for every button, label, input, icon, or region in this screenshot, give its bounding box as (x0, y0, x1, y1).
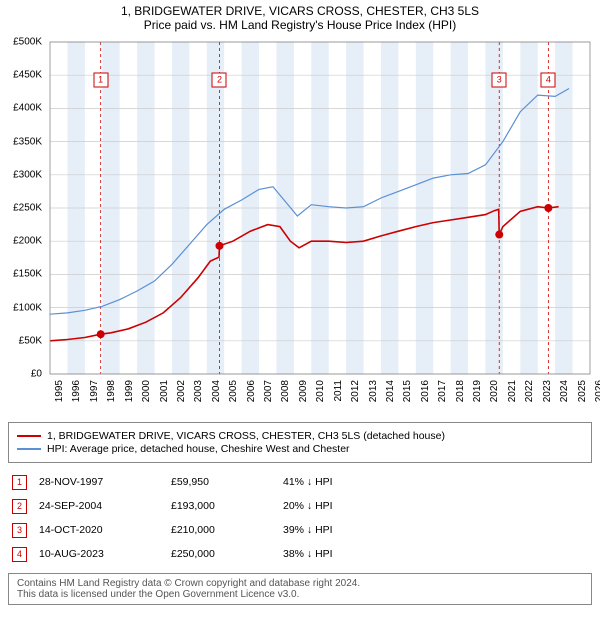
x-tick-label: 2018 (455, 380, 466, 402)
sale-number-box: 2 (12, 499, 27, 514)
x-tick-label: 2022 (524, 380, 535, 402)
sale-delta: 39% ↓ HPI (283, 519, 343, 541)
x-tick-label: 2021 (507, 380, 518, 402)
legend-label: HPI: Average price, detached house, Ches… (47, 443, 350, 455)
x-tick-label: 2013 (368, 380, 379, 402)
sale-marker-box: 1 (93, 73, 108, 88)
x-tick-label: 2025 (577, 380, 588, 402)
sale-price: £193,000 (171, 495, 281, 517)
plot-area: 1 2 3 4 (50, 42, 590, 374)
legend-swatch (17, 435, 41, 437)
chart-area: £0 £50K £100K £150K £200K £250K £300K £350K £400… (2, 36, 596, 416)
title-block: 1, BRIDGEWATER DRIVE, VICARS CROSS, CHES… (2, 4, 598, 32)
x-tick-label: 2005 (228, 380, 239, 402)
legend-row: HPI: Average price, detached house, Ches… (17, 443, 583, 455)
x-tick-label: 2020 (489, 380, 500, 402)
x-tick-label: 2019 (472, 380, 483, 402)
sale-date: 10-AUG-2023 (39, 543, 169, 565)
x-axis-labels: 1995 1996 1997 1998 1999 2000 2001 2002 2003 2004… (50, 378, 590, 414)
sale-delta: 38% ↓ HPI (283, 543, 343, 565)
sale-number-box: 4 (12, 547, 27, 562)
y-tick-label: £50K (19, 335, 42, 346)
x-tick-label: 2007 (263, 380, 274, 402)
x-tick-label: 2015 (402, 380, 413, 402)
x-tick-label: 2000 (141, 380, 152, 402)
sales-table: 1 28-NOV-1997£59,95041% ↓ HPI 2 24-SEP-2004… (10, 469, 345, 567)
y-tick-label: £150K (13, 269, 42, 280)
sales-table-body: 1 28-NOV-1997£59,95041% ↓ HPI 2 24-SEP-2004… (12, 471, 343, 565)
sale-marker-box: 2 (212, 73, 227, 88)
sale-marker-box: 4 (541, 73, 556, 88)
attribution-line: This data is licensed under the Open Gov… (17, 589, 583, 600)
table-row: 3 14-OCT-2020£210,00039% ↓ HPI (12, 519, 343, 541)
legend: 1, BRIDGEWATER DRIVE, VICARS CROSS, CHES… (8, 422, 592, 463)
x-tick-label: 1999 (124, 380, 135, 402)
x-tick-label: 2012 (350, 380, 361, 402)
y-tick-label: £450K (13, 70, 42, 81)
y-tick-label: £400K (13, 103, 42, 114)
y-axis-labels: £0£50K£100K£150K£200K£250K£300K£350K£400… (2, 42, 46, 374)
sale-number-box: 1 (12, 475, 27, 490)
sale-price: £59,950 (171, 471, 281, 493)
y-tick-label: £500K (13, 37, 42, 48)
x-tick-label: 2004 (211, 380, 222, 402)
chart-container: 1, BRIDGEWATER DRIVE, VICARS CROSS, CHES… (0, 0, 600, 611)
attribution-line: Contains HM Land Registry data © Crown c… (17, 578, 583, 589)
x-tick-label: 2010 (315, 380, 326, 402)
x-tick-label: 2001 (159, 380, 170, 402)
table-row: 2 24-SEP-2004£193,00020% ↓ HPI (12, 495, 343, 517)
x-tick-label: 2014 (385, 380, 396, 402)
x-tick-label: 1995 (54, 380, 65, 402)
y-tick-label: £250K (13, 203, 42, 214)
sale-date: 14-OCT-2020 (39, 519, 169, 541)
chart-subtitle: Price paid vs. HM Land Registry's House … (2, 18, 598, 32)
x-tick-label: 2006 (246, 380, 257, 402)
x-tick-label: 2009 (298, 380, 309, 402)
legend-swatch (17, 448, 41, 450)
sale-marker-box: 3 (492, 73, 507, 88)
table-row: 4 10-AUG-2023£250,00038% ↓ HPI (12, 543, 343, 565)
attribution-box: Contains HM Land Registry data © Crown c… (8, 573, 592, 605)
y-tick-label: £0 (31, 369, 42, 380)
x-tick-label: 1996 (71, 380, 82, 402)
x-tick-label: 2002 (176, 380, 187, 402)
plot-svg (50, 42, 590, 374)
x-tick-label: 2024 (559, 380, 570, 402)
legend-label: 1, BRIDGEWATER DRIVE, VICARS CROSS, CHES… (47, 430, 445, 442)
x-tick-label: 1998 (106, 380, 117, 402)
sale-number-box: 3 (12, 523, 27, 538)
sale-delta: 41% ↓ HPI (283, 471, 343, 493)
table-row: 1 28-NOV-1997£59,95041% ↓ HPI (12, 471, 343, 493)
sale-price: £250,000 (171, 543, 281, 565)
x-tick-label: 2011 (333, 380, 344, 402)
x-tick-label: 2008 (280, 380, 291, 402)
x-tick-label: 2023 (542, 380, 553, 402)
x-tick-label: 2017 (437, 380, 448, 402)
sale-date: 24-SEP-2004 (39, 495, 169, 517)
y-tick-label: £350K (13, 136, 42, 147)
x-tick-label: 2003 (193, 380, 204, 402)
x-tick-label: 2026 (594, 380, 600, 402)
legend-row: 1, BRIDGEWATER DRIVE, VICARS CROSS, CHES… (17, 430, 583, 442)
y-tick-label: £300K (13, 169, 42, 180)
x-tick-label: 1997 (89, 380, 100, 402)
y-tick-label: £100K (13, 302, 42, 313)
sale-delta: 20% ↓ HPI (283, 495, 343, 517)
x-tick-label: 2016 (420, 380, 431, 402)
sale-date: 28-NOV-1997 (39, 471, 169, 493)
chart-title: 1, BRIDGEWATER DRIVE, VICARS CROSS, CHES… (2, 4, 598, 18)
y-tick-label: £200K (13, 236, 42, 247)
sale-price: £210,000 (171, 519, 281, 541)
